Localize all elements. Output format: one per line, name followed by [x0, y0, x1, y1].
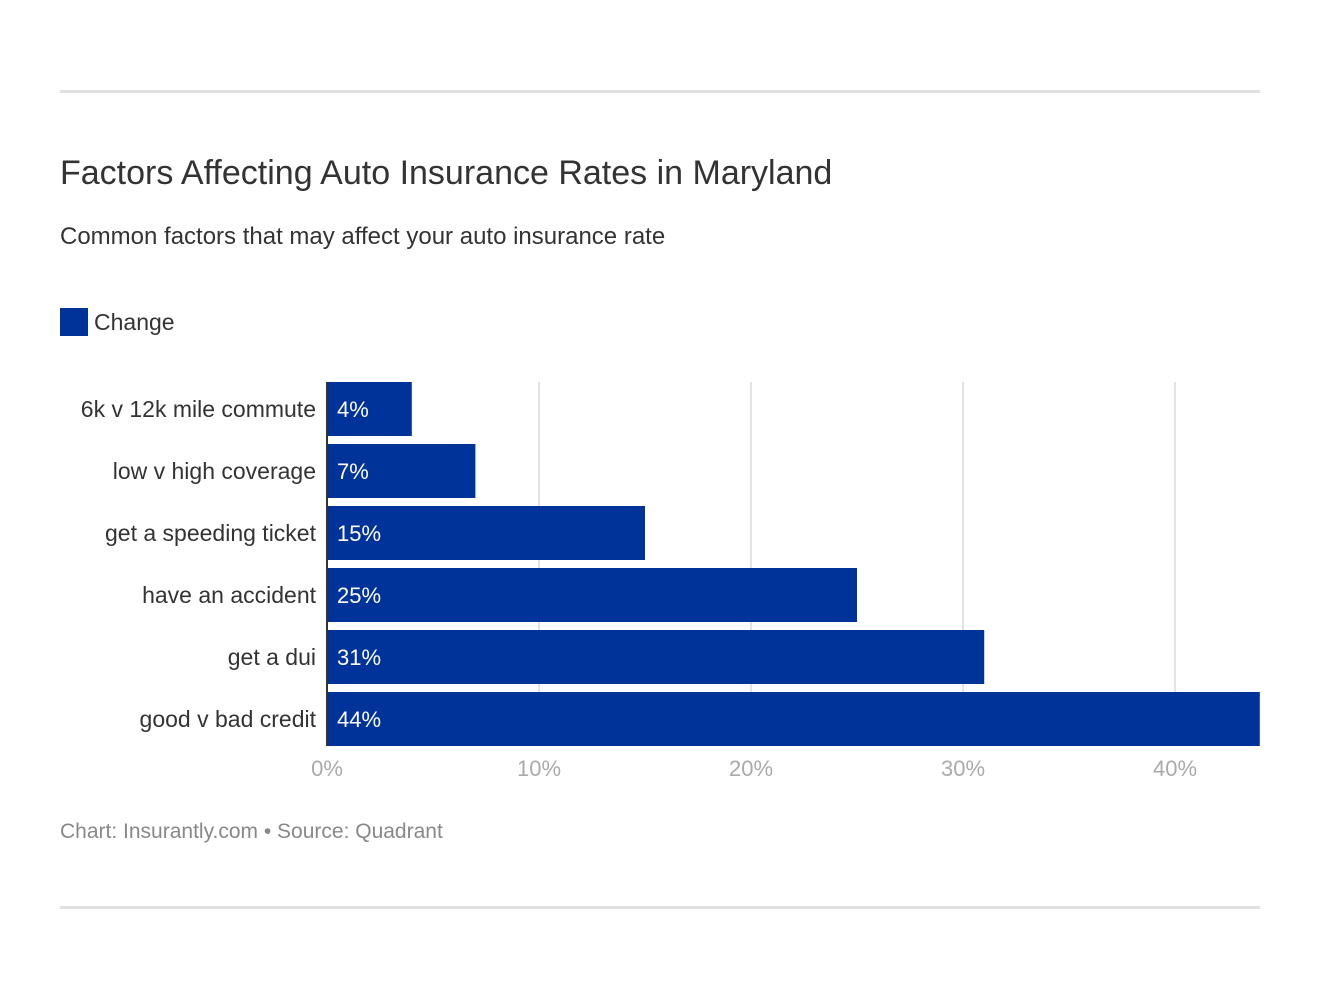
category-label: 6k v 12k mile commute — [81, 396, 316, 422]
x-tick-label: 20% — [729, 756, 773, 781]
category-label: have an accident — [142, 582, 317, 608]
data-label: 7% — [337, 459, 369, 484]
x-tick-label: 40% — [1153, 756, 1197, 781]
x-tick-label: 10% — [517, 756, 561, 781]
data-label: 4% — [337, 397, 369, 422]
bottom-divider — [60, 906, 1260, 909]
bar — [327, 506, 645, 560]
bar-chart: 0% 10% 20% 30% 40% 6k v 12k mile commute 4% low… — [81, 382, 1260, 781]
x-tick-label: 30% — [941, 756, 985, 781]
legend: Change — [60, 308, 175, 336]
chart-title: Factors Affecting Auto Insurance Rates i… — [60, 154, 833, 192]
bar — [327, 630, 985, 684]
bar — [327, 568, 857, 622]
category-label: low v high coverage — [113, 458, 316, 484]
chart-source: Chart: Insurantly.com • Source: Quadrant — [60, 820, 443, 843]
data-label: 15% — [337, 521, 381, 546]
legend-label: Change — [94, 308, 175, 335]
x-tick-label: 0% — [311, 756, 343, 781]
bar — [327, 382, 412, 436]
top-divider — [60, 90, 1260, 93]
bar — [327, 692, 1260, 746]
legend-swatch — [60, 308, 88, 336]
bar — [327, 444, 476, 498]
category-label: good v bad credit — [140, 706, 317, 732]
category-label: get a dui — [228, 644, 316, 670]
category-label: get a speeding ticket — [105, 520, 317, 546]
data-label: 31% — [337, 645, 381, 670]
chart-subtitle: Common factors that may affect your auto… — [60, 223, 666, 250]
data-label: 44% — [337, 707, 381, 732]
data-label: 25% — [337, 583, 381, 608]
